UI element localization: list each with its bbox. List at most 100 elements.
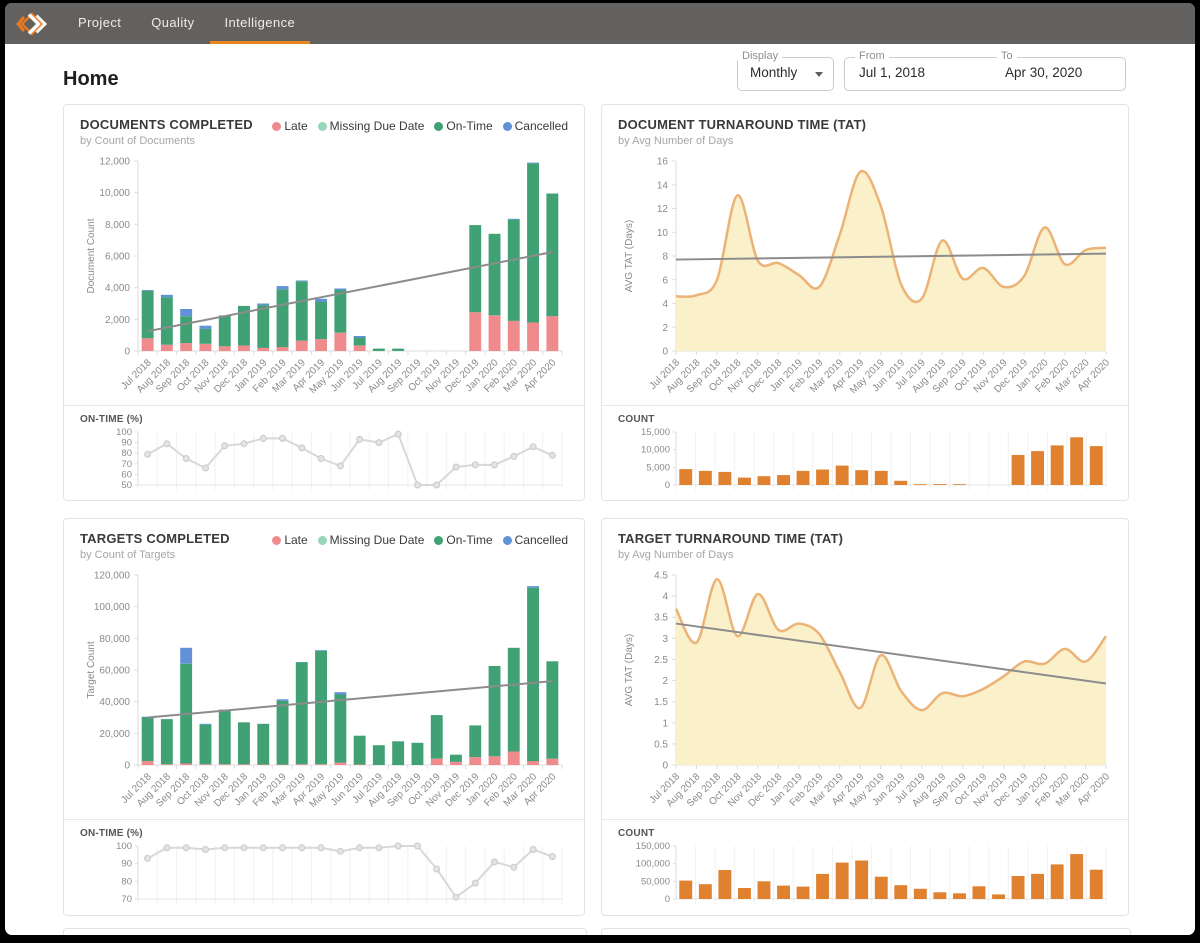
svg-text:Target Count: Target Count <box>86 641 97 698</box>
svg-text:40,000: 40,000 <box>99 697 130 708</box>
card-divider <box>64 819 584 820</box>
display-select[interactable]: Display Monthly <box>737 50 834 91</box>
subchart-label: COUNT <box>618 414 655 425</box>
card-subtitle: by Avg Number of Days <box>618 549 734 561</box>
svg-text:16: 16 <box>657 157 669 168</box>
svg-text:8,000: 8,000 <box>105 220 130 231</box>
card-title: TARGETS COMPLETED <box>80 531 230 546</box>
subchart-label: ON-TIME (%) <box>80 414 143 425</box>
legend-dot <box>502 535 512 545</box>
display-label: Display <box>738 50 783 62</box>
svg-text:5,000: 5,000 <box>646 462 670 473</box>
targets-completed-chart: 0 20,000 40,000 60,000 80,000 100,000 120,000 T… <box>86 571 563 810</box>
svg-text:80: 80 <box>121 876 132 887</box>
svg-text:90: 90 <box>121 859 132 870</box>
legend-item-on-time: On-Time <box>434 533 493 547</box>
svg-text:0: 0 <box>665 894 670 905</box>
svg-text:2,000: 2,000 <box>105 315 130 326</box>
card-subtitle: by Count of Documents <box>80 135 195 147</box>
document-tat-card: DOCUMENT TURNAROUND TIME (TAT) by Avg Nu… <box>601 104 1129 501</box>
legend-dot <box>272 535 282 545</box>
svg-text:4: 4 <box>662 592 668 603</box>
svg-text:0: 0 <box>662 347 668 358</box>
svg-text:100: 100 <box>116 841 132 852</box>
legend-label: Cancelled <box>514 533 568 547</box>
card-divider <box>64 405 584 406</box>
svg-text:3.5: 3.5 <box>654 613 668 624</box>
tab-intelligence[interactable]: Intelligence <box>209 3 311 44</box>
from-date-input[interactable]: Jul 1, 2018 <box>859 65 926 80</box>
card-divider <box>602 819 1128 820</box>
documents-completed-card: DOCUMENTS COMPLETED by Count of Document… <box>63 104 585 501</box>
svg-text:2.5: 2.5 <box>654 655 668 666</box>
svg-text:3: 3 <box>662 634 668 645</box>
legend-label: On-Time <box>446 533 493 547</box>
svg-text:100: 100 <box>116 427 132 438</box>
documents-completed-chart: 0 2,000 4,000 6,000 8,000 10,000 12,000 Documen… <box>86 157 563 396</box>
app-window: Project Quality Intelligence Home Displa… <box>5 3 1195 935</box>
svg-text:2: 2 <box>662 676 668 687</box>
card-title: TARGET TURNAROUND TIME (TAT) <box>618 531 844 546</box>
chevron-down-icon <box>815 72 823 77</box>
svg-text:70: 70 <box>121 894 132 905</box>
svg-text:8: 8 <box>662 252 668 263</box>
legend-label: Missing Due Date <box>329 533 425 547</box>
svg-text:4,000: 4,000 <box>105 283 130 294</box>
target-count-minibars: 0 50,000 100,000 150,000 <box>636 841 1107 905</box>
legend-item-cancelled: Cancelled <box>502 119 568 133</box>
svg-text:AVG TAT (Days): AVG TAT (Days) <box>624 634 635 706</box>
subchart-label: COUNT <box>618 828 655 839</box>
svg-text:10: 10 <box>657 228 669 239</box>
svg-text:60: 60 <box>121 469 132 480</box>
page-title: Home <box>63 68 119 91</box>
svg-text:1.5: 1.5 <box>654 697 668 708</box>
svg-text:50: 50 <box>121 480 132 491</box>
legend-dot <box>272 121 282 131</box>
legend-item-late: Late <box>272 533 308 547</box>
partial-card <box>601 928 1131 935</box>
svg-text:90: 90 <box>121 438 132 449</box>
svg-text:6,000: 6,000 <box>105 252 130 263</box>
legend-item-missing-due-date: Missing Due Date <box>317 533 425 547</box>
legend-item-on-time: On-Time <box>434 119 493 133</box>
legend-item-missing-due-date: Missing Due Date <box>317 119 425 133</box>
target-tat-card: TARGET TURNAROUND TIME (TAT) by Avg Numb… <box>601 518 1129 916</box>
svg-text:2: 2 <box>662 323 668 334</box>
to-label: To <box>997 50 1017 62</box>
to-date-input[interactable]: Apr 30, 2020 <box>1005 65 1083 80</box>
svg-text:4.5: 4.5 <box>654 571 668 582</box>
legend-dot <box>317 535 327 545</box>
legend-label: Late <box>284 119 308 133</box>
tab-project[interactable]: Project <box>78 15 122 30</box>
card-divider <box>602 405 1128 406</box>
svg-text:15,000: 15,000 <box>641 427 670 438</box>
document_tat-plot <box>675 169 1107 351</box>
legend-item-cancelled: Cancelled <box>502 533 568 547</box>
svg-text:14: 14 <box>657 180 669 191</box>
app-logo-icon[interactable] <box>15 7 49 41</box>
svg-text:0: 0 <box>124 347 130 358</box>
legend-dot <box>317 121 327 131</box>
chart-legend: Late Missing Due Date On-Time Cancelled <box>272 533 568 547</box>
legend-label: Missing Due Date <box>329 119 425 133</box>
legend-dot <box>434 535 444 545</box>
legend-label: On-Time <box>446 119 493 133</box>
svg-text:12,000: 12,000 <box>99 157 130 168</box>
tab-quality[interactable]: Quality <box>151 15 195 30</box>
target_tat-plot <box>674 577 1108 765</box>
svg-text:70: 70 <box>121 459 132 470</box>
chart-legend: Late Missing Due Date On-Time Cancelled <box>272 119 568 133</box>
svg-text:60,000: 60,000 <box>99 666 130 677</box>
svg-text:Document Count: Document Count <box>86 218 97 293</box>
document-count-minibars: 0 5,000 10,000 15,000 <box>641 427 1107 491</box>
documents_completed-plot <box>141 162 559 352</box>
card-title: DOCUMENTS COMPLETED <box>80 117 253 132</box>
svg-text:10,000: 10,000 <box>641 445 670 456</box>
svg-text:10,000: 10,000 <box>99 188 130 199</box>
from-label: From <box>855 50 889 62</box>
legend-label: Late <box>284 533 308 547</box>
svg-text:1: 1 <box>662 718 668 729</box>
